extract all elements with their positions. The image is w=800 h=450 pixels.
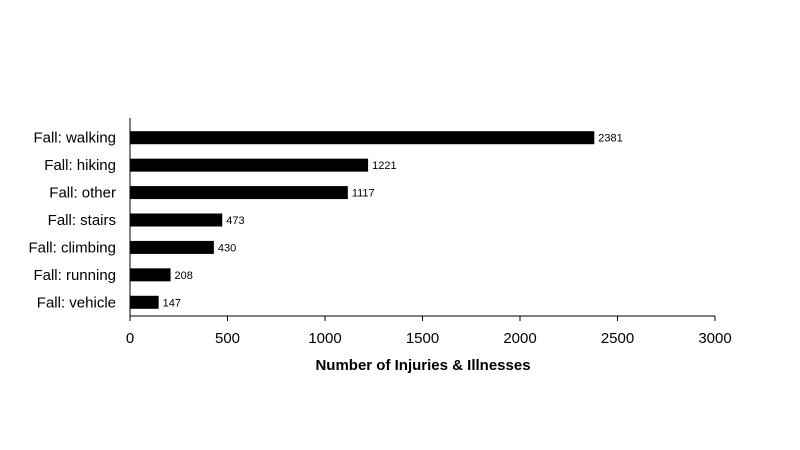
- category-label: Fall: walking: [33, 130, 116, 147]
- data-label: 2381: [598, 133, 622, 145]
- bar-7: [130, 295, 159, 309]
- category-label: Fall: hiking: [44, 157, 116, 174]
- x-tick-label: 3000: [698, 330, 731, 347]
- x-tick-label: 2500: [601, 330, 634, 347]
- category-label: Fall: running: [33, 267, 116, 284]
- bar-4: [130, 213, 223, 227]
- bars-group: [130, 131, 595, 309]
- x-tick-label: 2000: [503, 330, 536, 347]
- bar-6: [130, 268, 171, 282]
- x-tick-label: 0: [126, 330, 134, 347]
- data-label: 473: [226, 215, 244, 227]
- bar-1: [130, 131, 595, 145]
- data-label: 208: [175, 270, 193, 282]
- category-label: Fall: vehicle: [37, 294, 116, 311]
- data-label: 147: [163, 297, 181, 309]
- x-tick-label: 500: [215, 330, 240, 347]
- x-tick-label: 1000: [308, 330, 341, 347]
- data-label: 1221: [372, 160, 396, 172]
- bar-3: [130, 186, 348, 200]
- x-ticks-group: 0 500 1000 1500 2000 2500 3000: [126, 316, 732, 347]
- category-label: Fall: other: [49, 185, 116, 202]
- x-axis-title: Number of Injuries & Illnesses: [315, 357, 530, 374]
- data-labels-group: 2381 1221 1117 473 430 208 147: [163, 133, 623, 310]
- bar-5: [130, 240, 214, 254]
- category-label: Fall: stairs: [48, 212, 116, 229]
- category-labels-group: Fall: walking Fall: hiking Fall: other Fall…: [28, 130, 116, 312]
- data-label: 1117: [352, 188, 375, 200]
- bar-2: [130, 158, 369, 172]
- data-label: 430: [218, 242, 236, 254]
- x-tick-label: 1500: [406, 330, 439, 347]
- category-label: Fall: climbing: [28, 239, 116, 256]
